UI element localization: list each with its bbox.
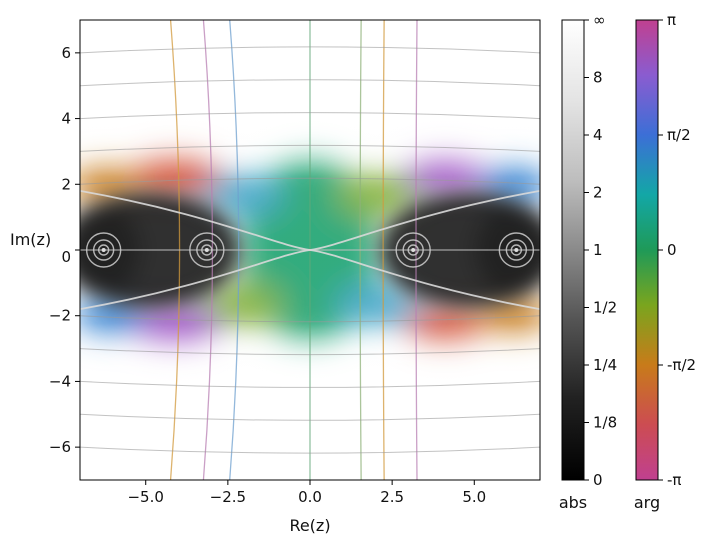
- grid-curve: [80, 177, 540, 185]
- x-tick-label: 0.0: [298, 488, 322, 506]
- y-tick-label: −4: [49, 372, 71, 390]
- x-axis-label: Re(z): [289, 516, 330, 535]
- y-tick-label: 6: [61, 44, 71, 62]
- zero-ring: [196, 239, 218, 261]
- zero-point: [411, 248, 416, 252]
- contour-curve: [80, 189, 540, 311]
- zero-ring: [505, 239, 528, 261]
- abs-colorbar-label: abs: [559, 493, 587, 512]
- plot-area: [80, 20, 540, 480]
- y-axis: 6 4 2 −2 −4 −6 0: [49, 44, 80, 456]
- x-tick-label: −2.5: [210, 488, 246, 506]
- grid-curve: [80, 79, 540, 87]
- colorbar-tick-label: π/2: [667, 126, 691, 144]
- zero-ring: [407, 244, 419, 256]
- colorbar-tick-label: π: [667, 11, 676, 29]
- y-tick-label: −2: [49, 307, 71, 325]
- zero-point: [101, 248, 106, 252]
- colorbar-tick-label: 0: [667, 241, 677, 259]
- grid-curve: [80, 348, 540, 356]
- zero-ring: [395, 232, 431, 268]
- arg-colorbar-gradient: [635, 19, 659, 481]
- colorbar-tick-label: 8: [593, 69, 603, 87]
- zero-point: [514, 248, 519, 252]
- arg-colorbar: π π/2 0 -π/2 -π arg: [634, 11, 696, 512]
- colorbar-tick-label: -π/2: [667, 356, 696, 374]
- zero-ring: [97, 244, 110, 256]
- abs-colorbar-gradient: [561, 19, 585, 481]
- zero-ring: [510, 244, 523, 256]
- arg-colorbar-label: arg: [634, 493, 660, 512]
- colorbar-tick-label: 1/2: [593, 299, 617, 317]
- colorbar-tick-label: 2: [593, 184, 603, 202]
- y-tick-label: 2: [61, 175, 71, 193]
- colorbar-tick-label: 0: [593, 471, 603, 489]
- x-tick-label: −5.0: [127, 488, 163, 506]
- grid-curve: [80, 446, 540, 454]
- grid-curve: [80, 144, 540, 152]
- x-tick-label: 5.0: [462, 488, 486, 506]
- zero-ring: [92, 239, 115, 261]
- y-axis-label: Im(z): [10, 230, 51, 249]
- y-tick-label: 4: [61, 110, 71, 128]
- grid-curve: [80, 315, 540, 323]
- grid-curve: [80, 112, 540, 120]
- zero-point: [204, 248, 209, 252]
- colorbar-tick-label: ∞: [593, 11, 606, 29]
- x-tick-label: 2.5: [380, 488, 404, 506]
- colorbar-tick-label: 1/4: [593, 356, 617, 374]
- x-axis: −5.0 −2.5 0.0 2.5 5.0: [127, 480, 486, 506]
- colorbar-tick-label: 1: [593, 241, 603, 259]
- grid-curve: [80, 46, 540, 54]
- zero-ring: [402, 239, 424, 261]
- y-tick-label: 0: [61, 248, 71, 266]
- grid-curve: [80, 380, 540, 388]
- colorbar-tick-label: 4: [593, 126, 603, 144]
- y-tick-label: −6: [49, 438, 71, 456]
- abs-colorbar: ∞ 8 4 2 1 1/2 1/4 1/8 0 abs: [559, 11, 617, 512]
- colorbar-tick-label: 1/8: [593, 414, 617, 432]
- zero-ring: [498, 232, 535, 268]
- zero-ring: [201, 244, 213, 256]
- zero-ring: [189, 232, 225, 268]
- zero-ring: [85, 232, 122, 268]
- grid-curve: [80, 413, 540, 421]
- colorbar-tick-label: -π: [667, 471, 681, 489]
